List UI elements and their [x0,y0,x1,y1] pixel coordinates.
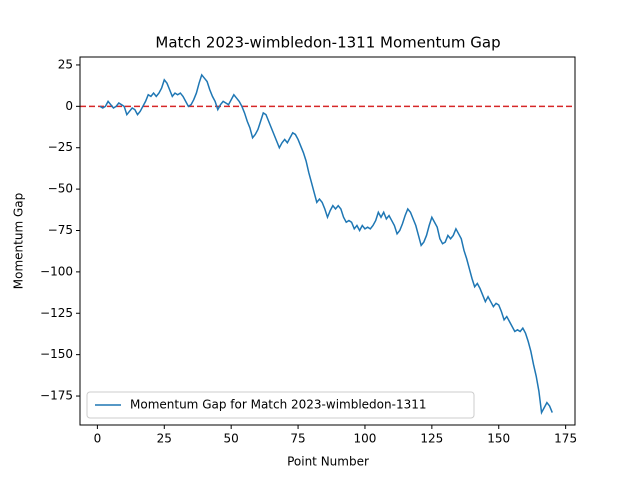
y-tick-label: −175 [40,389,73,403]
y-tick-label: −125 [40,306,73,320]
y-tick-label: −100 [40,264,73,278]
x-tick-label: 100 [354,432,377,446]
y-tick-label: −25 [48,140,73,154]
y-tick-label: −50 [48,182,73,196]
legend-label: Momentum Gap for Match 2023-wimbledon-13… [130,398,427,412]
x-tick-label: 150 [487,432,510,446]
x-tick-label: 75 [290,432,305,446]
x-tick-label: 25 [157,432,172,446]
chart-title: Match 2023-wimbledon-1311 Momentum Gap [155,34,500,52]
x-tick-label: 50 [224,432,239,446]
y-tick-label: −75 [48,223,73,237]
x-tick-label: 175 [554,432,577,446]
x-axis-label: Point Number [287,455,369,469]
x-tick-label: 0 [94,432,102,446]
plot-frame [79,56,576,426]
y-tick-label: −150 [40,347,73,361]
y-tick-label: 25 [58,57,73,71]
y-tick-label: 0 [65,99,73,113]
x-tick-label: 125 [420,432,443,446]
y-axis-label: Momentum Gap [12,193,26,289]
data-line [99,73,553,416]
legend-box [86,391,475,419]
